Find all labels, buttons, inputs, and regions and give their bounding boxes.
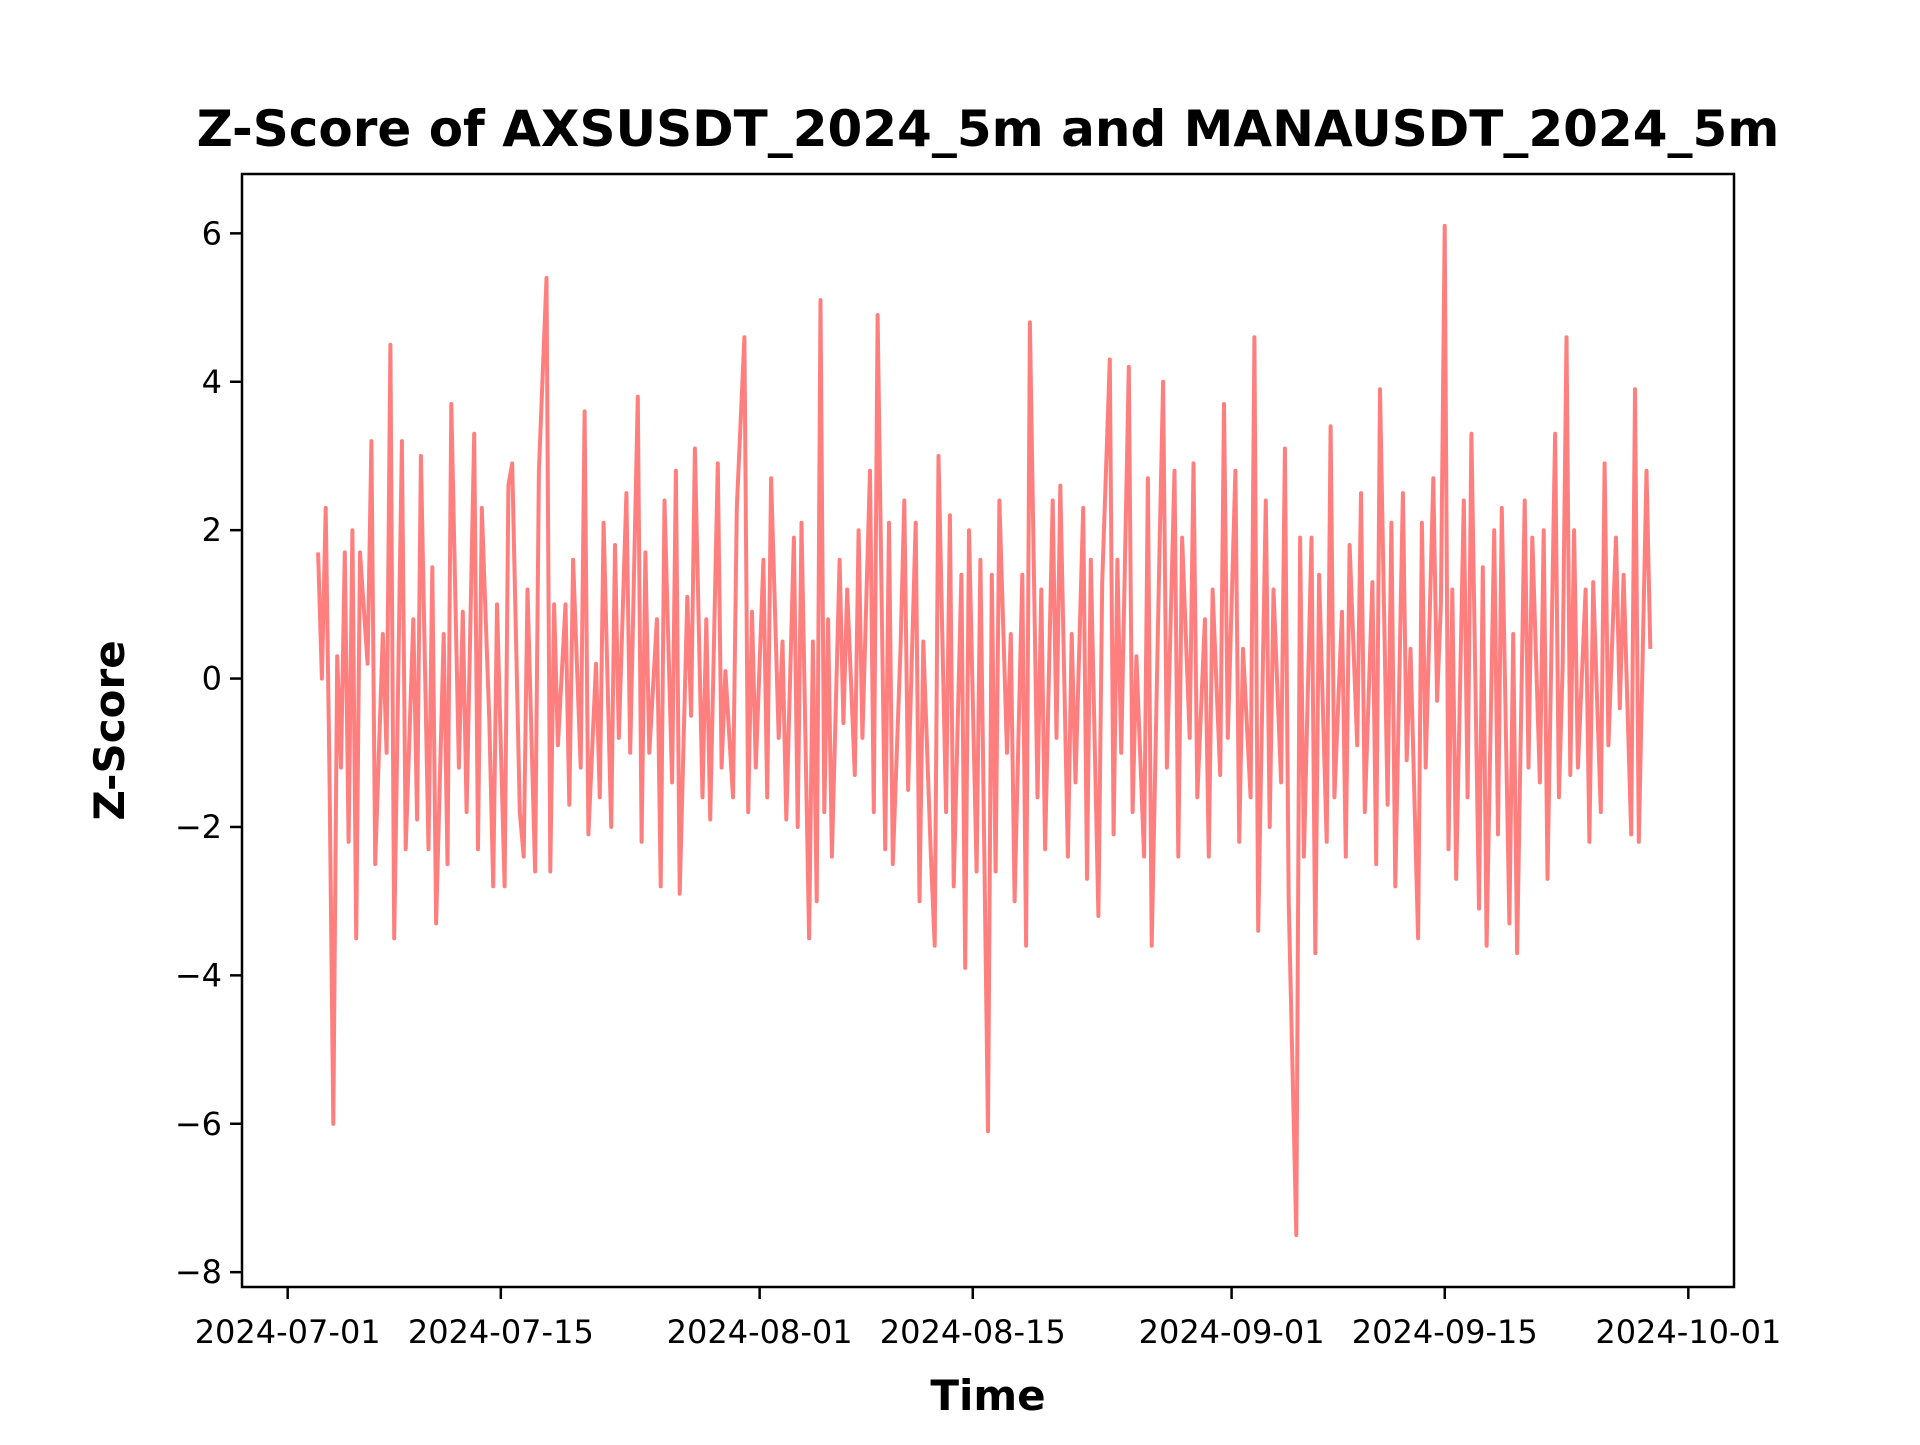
x-tick-label: 2024-10-01 — [1595, 1313, 1781, 1351]
y-tick-label: 4 — [202, 363, 222, 401]
series-line-0 — [316, 223, 1653, 1238]
y-tick-label: −4 — [175, 956, 222, 994]
plot-frame — [240, 172, 1736, 1289]
x-axis: 2024-07-01 2024-07-15 2024-08-01 2024-08-15… — [195, 1287, 1781, 1351]
y-axis-label: Z-Score — [85, 640, 134, 820]
x-tick-label: 2024-09-15 — [1352, 1313, 1538, 1351]
x-axis-label: Time — [930, 1371, 1045, 1420]
x-tick-label: 2024-09-01 — [1139, 1313, 1325, 1351]
y-tick-label: −6 — [175, 1105, 222, 1143]
y-axis: 6 4 2 0 −2 −4 −6 −8 — [175, 214, 242, 1291]
y-tick-label: −8 — [175, 1253, 222, 1291]
x-tick-label: 2024-07-15 — [408, 1313, 594, 1351]
x-tick-label: 2024-08-01 — [667, 1313, 853, 1351]
y-tick-label: 0 — [202, 660, 222, 698]
x-tick-label: 2024-08-15 — [880, 1313, 1066, 1351]
y-tick-label: −2 — [175, 808, 222, 846]
chart-title: Z-Score of AXSUSDT_2024_5m and MANAUSDT_… — [197, 100, 1780, 158]
y-tick-label: 6 — [202, 214, 222, 252]
x-tick-label: 2024-07-01 — [195, 1313, 381, 1351]
series-layer — [316, 223, 1653, 1238]
y-tick-label: 2 — [202, 511, 222, 549]
